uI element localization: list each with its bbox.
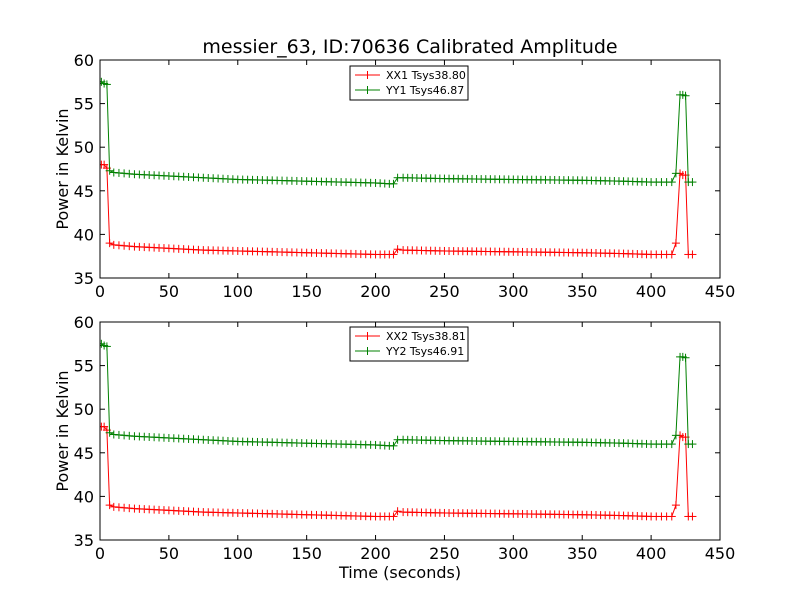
- y-tick-label: 50: [74, 400, 94, 419]
- series-markers-xx2: [100, 422, 697, 521]
- x-tick-label: 150: [291, 282, 322, 301]
- x-tick-label: 450: [705, 282, 736, 301]
- x-tick-label: 250: [429, 544, 460, 563]
- x-tick-label: 450: [705, 544, 736, 563]
- legend-label: YY1 Tsys46.87: [385, 84, 464, 97]
- plot-frame: [99, 321, 721, 541]
- x-tick-label: 0: [95, 544, 105, 563]
- x-tick-label: 400: [636, 282, 667, 301]
- series-group: [100, 77, 697, 259]
- y-axis-label: Power in Kelvin: [53, 370, 72, 491]
- x-axis-label: Time (seconds): [338, 563, 461, 582]
- legend-box: [349, 326, 469, 362]
- y-tick-label: 60: [74, 313, 94, 332]
- y-tick-label: 35: [74, 531, 94, 550]
- series-group: [100, 339, 697, 521]
- plots: 0 50 100 150 200 250 300 350 400 450354045505560P…: [53, 51, 735, 582]
- y-tick-label: 55: [74, 357, 94, 376]
- y-tick-label: 45: [74, 182, 94, 201]
- x-tick-label: 50: [159, 282, 179, 301]
- x-tick-label: 50: [159, 544, 179, 563]
- x-tick-label: 100: [223, 282, 254, 301]
- series-markers-yy2: [100, 339, 697, 450]
- x-tick-label: 350: [567, 282, 598, 301]
- y-tick-label: 60: [74, 51, 94, 70]
- x-tick-label: 200: [360, 544, 391, 563]
- series-markers-xx1: [100, 160, 697, 259]
- y-tick-label: 40: [74, 225, 94, 244]
- chart-panel-2: 0 50 100 150 200 250 300 350 400 450 35 40 45 50 55 60 P…: [53, 313, 735, 582]
- x-tick-label: 100: [223, 544, 254, 563]
- plot-frame: [99, 59, 721, 279]
- legend: XX1 Tsys38.80 YY1 Tsys46.87: [349, 65, 469, 101]
- y-tick-label: 35: [74, 269, 94, 288]
- legend-label: XX2 Tsys38.81: [386, 330, 466, 343]
- y-tick-label: 40: [74, 487, 94, 506]
- y-tick-label: 55: [74, 95, 94, 114]
- legend-box: [349, 65, 469, 101]
- y-tick-label: 50: [74, 138, 94, 157]
- legend-label: XX1 Tsys38.80: [386, 69, 466, 82]
- x-tick-label: 350: [567, 544, 598, 563]
- x-tick-label: 0: [95, 282, 105, 301]
- x-tick-label: 300: [498, 544, 529, 563]
- x-tick-label: 200: [360, 282, 391, 301]
- legend: XX2 Tsys38.81 YY2 Tsys46.91: [349, 326, 469, 362]
- series-markers-yy1: [100, 77, 697, 188]
- x-tick-label: 300: [498, 282, 529, 301]
- x-tick-label: 250: [429, 282, 460, 301]
- y-tick-label: 45: [74, 444, 94, 463]
- figure-title: messier_63, ID:70636 Calibrated Amplitud…: [202, 36, 617, 58]
- legend-label: YY2 Tsys46.91: [385, 345, 464, 358]
- x-tick-label: 400: [636, 544, 667, 563]
- chart-panel-1: 0 50 100 150 200 250 300 350 400 450 35 40 45 50 55 60 P…: [53, 51, 735, 301]
- y-axis-label: Power in Kelvin: [53, 108, 72, 229]
- x-tick-label: 150: [291, 544, 322, 563]
